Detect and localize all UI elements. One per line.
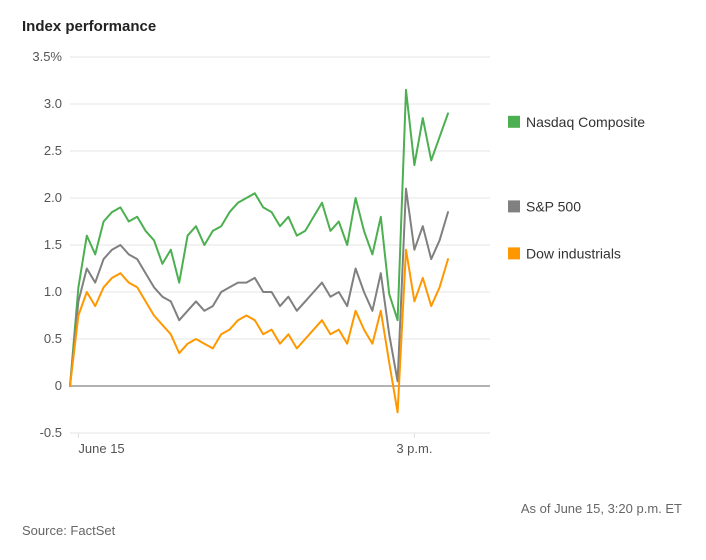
y-tick-label: 3.0 bbox=[44, 96, 62, 111]
legend-swatch bbox=[508, 116, 520, 128]
y-tick-label: 3.5% bbox=[32, 49, 62, 64]
y-tick-label: 2.5 bbox=[44, 143, 62, 158]
y-tick-label: 2.0 bbox=[44, 190, 62, 205]
chart-title: Index performance bbox=[22, 18, 686, 35]
asof-label: As of June 15, 3:20 p.m. ET bbox=[521, 501, 682, 516]
legend-item: Dow industrials bbox=[508, 245, 621, 261]
series-line bbox=[70, 250, 448, 413]
legend-swatch bbox=[508, 247, 520, 259]
y-tick-label: 0.5 bbox=[44, 331, 62, 346]
x-tick-label: 3 p.m. bbox=[396, 441, 432, 456]
chart-plot: -0.5 0 0.5 1.0 1.5 2.0 2.5 3.0 3.5% June 15 3 p.m.… bbox=[20, 39, 680, 469]
legend-label: Dow industrials bbox=[526, 245, 621, 261]
legend-item: S&P 500 bbox=[508, 198, 581, 214]
chart-container: Index performance -0.5 0 0.5 1.0 1.5 2.0 2.5 3.… bbox=[0, 0, 706, 560]
y-tick-label: 1.0 bbox=[44, 284, 62, 299]
legend-label: Nasdaq Composite bbox=[526, 114, 645, 130]
chart-svg: -0.5 0 0.5 1.0 1.5 2.0 2.5 3.0 3.5% June 15 3 p.m.… bbox=[20, 39, 680, 469]
legend-item: Nasdaq Composite bbox=[508, 114, 645, 130]
y-tick-label: 1.5 bbox=[44, 237, 62, 252]
legend-swatch bbox=[508, 200, 520, 212]
y-tick-label: -0.5 bbox=[40, 425, 62, 440]
source-label: Source: FactSet bbox=[22, 523, 115, 538]
legend-label: S&P 500 bbox=[526, 198, 581, 214]
y-tick-label: 0 bbox=[55, 378, 62, 393]
x-tick-label: June 15 bbox=[78, 441, 124, 456]
